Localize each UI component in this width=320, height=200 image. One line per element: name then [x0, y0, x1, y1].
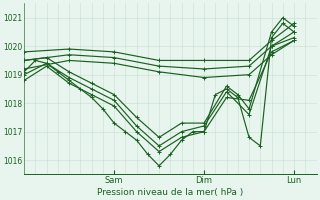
- X-axis label: Pression niveau de la mer( hPa ): Pression niveau de la mer( hPa ): [97, 188, 244, 197]
